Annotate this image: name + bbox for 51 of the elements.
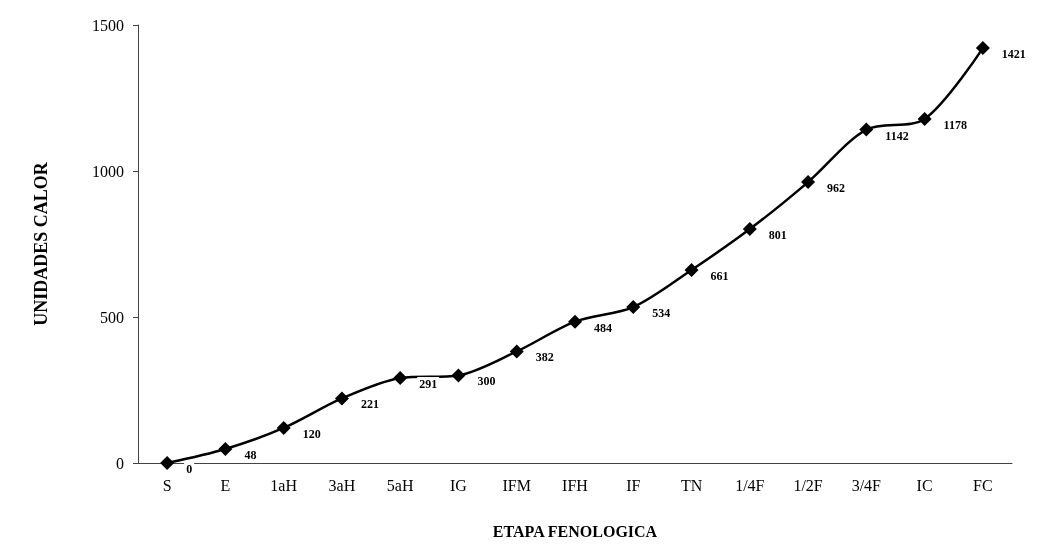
data-label: 48 [244, 447, 257, 462]
point [917, 112, 932, 127]
x-tick-label: IC [916, 476, 933, 494]
point [276, 420, 291, 435]
data-label: 484 [594, 320, 612, 335]
point [334, 391, 349, 406]
y-tick-label: 1000 [92, 162, 124, 180]
x-tick-label: IF [626, 476, 641, 494]
point [393, 371, 408, 386]
x-tick-label: IFM [502, 476, 531, 494]
point [568, 314, 582, 329]
point [975, 41, 990, 56]
y-tick-label: 1500 [92, 16, 124, 34]
x-tick-label: 1/4F [735, 476, 765, 494]
data-label: 382 [535, 350, 554, 365]
data-label: 291 [419, 377, 438, 392]
point [859, 122, 874, 137]
x-tick-label: IG [450, 476, 468, 494]
x-tick-label: 5aH [386, 476, 414, 494]
point [509, 344, 524, 359]
data-label: 221 [360, 397, 379, 412]
x-tick-label: FC [973, 476, 993, 494]
point [742, 222, 757, 237]
data-label: 801 [768, 228, 787, 243]
y-axis-title: UNIDADES CALOR [31, 161, 51, 326]
x-tick-label: 3/4F [851, 476, 882, 494]
data-label: 0 [186, 462, 193, 476]
x-tick-label: S [162, 476, 172, 494]
x-tick-label: 1/2F [793, 476, 823, 494]
y-tick-label: 500 [100, 308, 124, 326]
data-label: 661 [710, 268, 729, 283]
data-label: 962 [827, 181, 846, 196]
data-label: 534 [652, 306, 671, 321]
y-tick-label: 0 [116, 454, 124, 472]
point [160, 456, 175, 470]
data-label: 1421 [1001, 47, 1026, 62]
x-tick-label: 1aH [270, 476, 298, 494]
point [451, 368, 466, 383]
point [684, 262, 699, 277]
x-tick-label: IFH [562, 476, 589, 494]
x-axis-title: ETAPA FENOLOGICA [492, 522, 658, 540]
x-tick-label: TN [680, 476, 703, 494]
point [801, 175, 816, 190]
data-label: 1178 [943, 118, 967, 133]
data-label: 120 [302, 426, 321, 441]
x-tick-label: 3aH [328, 476, 356, 494]
data-label: 1142 [885, 128, 909, 143]
x-tick-label: E [220, 476, 231, 494]
point [218, 441, 233, 456]
data-label: 300 [477, 374, 496, 389]
point [626, 300, 641, 315]
